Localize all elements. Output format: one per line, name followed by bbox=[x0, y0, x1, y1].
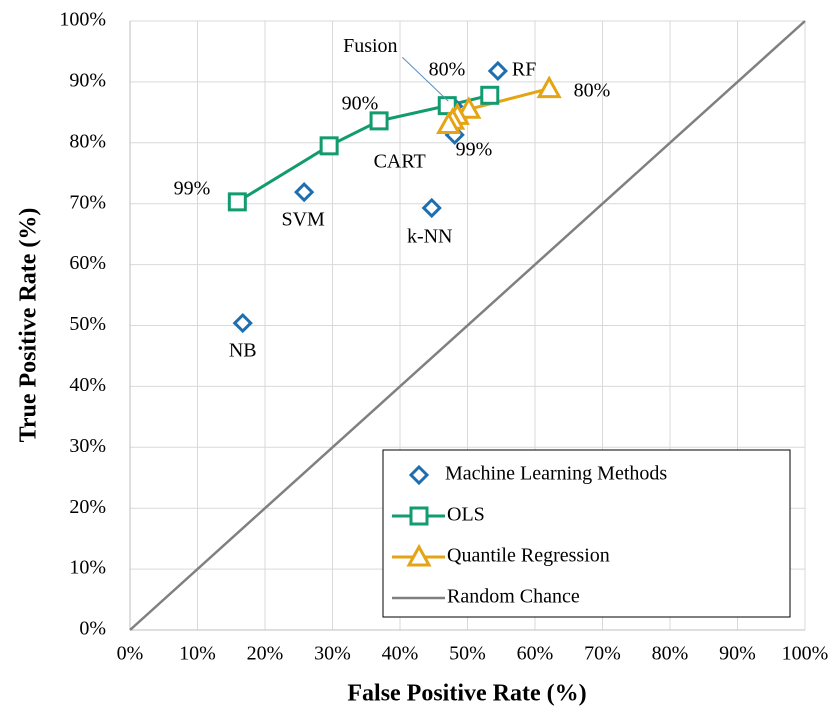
marker bbox=[409, 506, 429, 526]
y-tick-label: 50% bbox=[69, 313, 106, 335]
annotation: 80% bbox=[429, 59, 466, 81]
marker bbox=[408, 464, 430, 486]
y-axis-title: True Positive Rate (%) bbox=[16, 208, 42, 443]
marker bbox=[436, 111, 462, 135]
annotation: 99% bbox=[456, 139, 493, 161]
marker bbox=[437, 96, 457, 116]
marker bbox=[227, 192, 247, 212]
annotation: 80% bbox=[574, 80, 611, 102]
x-tick-label: 10% bbox=[179, 643, 216, 665]
x-tick-label: 20% bbox=[247, 643, 284, 665]
x-tick-label: 0% bbox=[117, 643, 144, 665]
marker bbox=[421, 197, 442, 219]
y-tick-label: 10% bbox=[69, 557, 106, 579]
y-tick-label: 100% bbox=[59, 9, 106, 31]
point-label: NB bbox=[229, 340, 257, 362]
point-label: CART bbox=[374, 150, 426, 172]
marker bbox=[319, 136, 339, 156]
leader-line bbox=[401, 56, 449, 102]
marker bbox=[456, 96, 482, 119]
point-label: SVM bbox=[281, 209, 325, 231]
legend-label: OLS bbox=[447, 504, 485, 526]
series-line bbox=[129, 20, 806, 631]
point-label: k-NN bbox=[407, 226, 453, 248]
marker bbox=[487, 60, 508, 82]
x-tick-label: 30% bbox=[314, 643, 351, 665]
x-tick-label: 90% bbox=[719, 643, 756, 665]
y-tick-label: 80% bbox=[69, 130, 106, 152]
y-tick-label: 0% bbox=[79, 618, 106, 640]
x-tick-label: 80% bbox=[652, 643, 689, 665]
point-label: Fusion bbox=[343, 35, 397, 57]
x-tick-label: 70% bbox=[584, 643, 621, 665]
marker bbox=[406, 543, 432, 567]
marker bbox=[294, 182, 315, 203]
x-axis-title: False Positive Rate (%) bbox=[347, 681, 586, 707]
legend-box bbox=[382, 449, 791, 618]
legend-label: Machine Learning Methods bbox=[445, 463, 667, 485]
y-tick-label: 90% bbox=[69, 69, 106, 91]
y-tick-label: 20% bbox=[69, 496, 106, 518]
y-tick-label: 60% bbox=[69, 252, 106, 274]
annotation: 99% bbox=[174, 178, 211, 200]
marker bbox=[369, 111, 389, 131]
x-tick-label: 50% bbox=[449, 643, 486, 665]
y-tick-label: 30% bbox=[69, 435, 106, 457]
marker bbox=[480, 85, 500, 105]
legend-label: Quantile Regression bbox=[447, 545, 610, 567]
marker bbox=[536, 75, 562, 99]
legend-label: Random Chance bbox=[447, 586, 580, 608]
x-tick-label: 60% bbox=[517, 643, 554, 665]
annotation: 90% bbox=[342, 93, 379, 115]
point-label: RF bbox=[512, 59, 536, 81]
x-tick-label: 40% bbox=[382, 643, 419, 665]
y-tick-label: 40% bbox=[69, 374, 106, 396]
marker bbox=[232, 312, 253, 334]
x-tick-label: 100% bbox=[782, 643, 829, 665]
y-tick-label: 70% bbox=[69, 191, 106, 213]
